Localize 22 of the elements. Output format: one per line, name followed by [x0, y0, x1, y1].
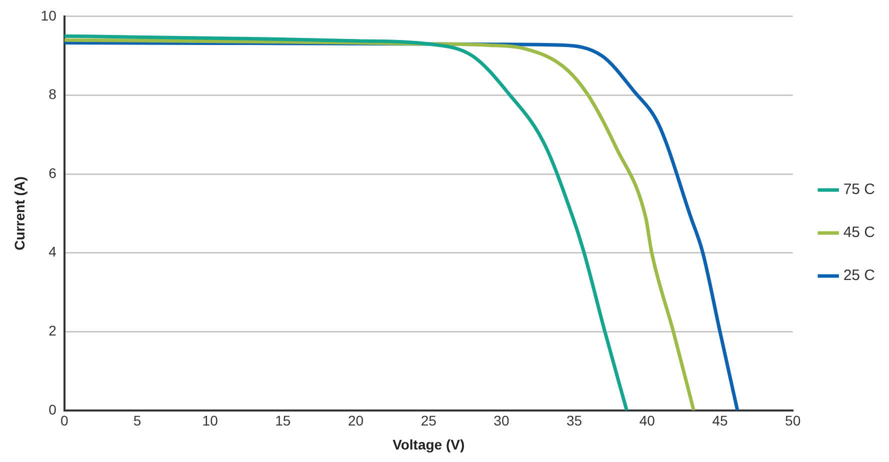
- y-tick-label: 2: [48, 322, 57, 338]
- y-tick-label: 10: [40, 7, 57, 24]
- x-tick-label: 35: [566, 412, 582, 429]
- x-tick-label: 30: [494, 412, 510, 429]
- y-tick-label: 6: [48, 164, 57, 181]
- x-axis-title: Voltage (V): [392, 436, 465, 452]
- x-tick-label: 5: [133, 412, 142, 429]
- y-tick-label: 4: [48, 244, 57, 260]
- x-tick-label: 40: [639, 412, 656, 429]
- x-tick-label: 10: [202, 412, 218, 429]
- legend-label: 75 C: [843, 181, 876, 198]
- x-tick-label: 15: [275, 412, 291, 429]
- y-axis-title: Current (A): [11, 176, 28, 250]
- x-tick-label: 25: [420, 412, 437, 429]
- x-tick-label: 50: [785, 412, 801, 429]
- legend-label: 45 C: [843, 224, 876, 242]
- legend-label: 25 C: [843, 267, 876, 284]
- x-tick-label: 0: [60, 412, 68, 429]
- x-tick-label: 20: [348, 412, 364, 429]
- x-tick-label: 45: [712, 412, 728, 429]
- y-tick-label: 0: [48, 401, 57, 418]
- y-tick-label: 8: [48, 86, 57, 102]
